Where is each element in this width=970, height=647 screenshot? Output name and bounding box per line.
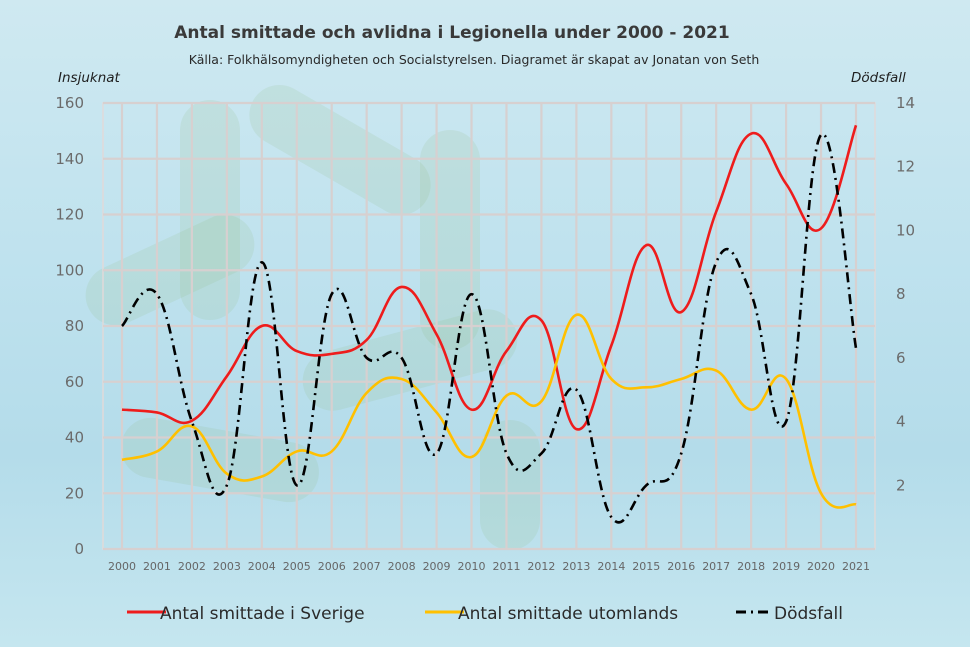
- x-tick-label: 2011: [492, 560, 520, 573]
- y-left-tick-label: 0: [74, 540, 84, 558]
- series-line-utomlands: [121, 313, 857, 509]
- y-left-tick-label: 120: [55, 206, 84, 224]
- y-axis-left-ticks: 0 20 40 60 80 100 120 140 160: [55, 94, 84, 558]
- x-tick-label: 2007: [353, 560, 381, 573]
- y-left-tick-label: 60: [65, 373, 84, 391]
- x-tick-label: 2016: [667, 560, 695, 573]
- y-axis-right-ticks: 2 4 6 8 10 12 14: [896, 94, 915, 494]
- y-left-tick-label: 160: [55, 94, 84, 112]
- series-line-dodsfall: [120, 133, 858, 524]
- y-left-tick-label: 40: [65, 429, 84, 447]
- x-tick-label: 2005: [283, 560, 311, 573]
- x-tick-label: 2020: [807, 560, 835, 573]
- y-left-tick-label: 100: [55, 261, 84, 279]
- y-right-tick-label: 14: [896, 94, 915, 112]
- legend-label-utomlands: Antal smittade utomlands: [458, 604, 678, 624]
- y-right-tick-label: 10: [896, 221, 915, 239]
- x-tick-label: 2014: [597, 560, 625, 573]
- y-right-tick-label: 12: [896, 158, 915, 176]
- x-tick-label: 2019: [772, 560, 800, 573]
- chart-subtitle: Källa: Folkhälsomyndigheten och Socialst…: [189, 52, 760, 67]
- x-tick-label: 2010: [458, 560, 486, 573]
- x-tick-label: 2004: [248, 560, 276, 573]
- series-line-sverige: [121, 124, 858, 431]
- y-right-tick-label: 6: [896, 349, 906, 367]
- y-axis-right-title: Dödsfall: [851, 70, 906, 86]
- chart-title: Antal smittade och avlidna i Legionella …: [174, 23, 729, 43]
- x-axis-ticks: 2000 2001 2002 2003 2004 2005 2006 2007 2008 2009…: [108, 560, 870, 573]
- x-tick-label: 2003: [213, 560, 241, 573]
- x-tick-label: 2017: [702, 560, 730, 573]
- y-left-tick-label: 80: [65, 317, 84, 335]
- x-tick-label: 2002: [178, 560, 206, 573]
- x-tick-label: 2001: [143, 560, 171, 573]
- x-tick-label: 2013: [562, 560, 590, 573]
- y-left-tick-label: 20: [65, 484, 84, 502]
- y-axis-left-title: Insjuknat: [58, 70, 121, 86]
- gridlines: [103, 101, 875, 551]
- x-tick-label: 2009: [423, 560, 451, 573]
- y-right-tick-label: 2: [896, 476, 906, 494]
- x-tick-label: 2012: [527, 560, 555, 573]
- x-tick-label: 2008: [388, 560, 416, 573]
- x-tick-label: 2000: [108, 560, 136, 573]
- legend-label-dodsfall: Dödsfall: [774, 604, 843, 624]
- series-lines: [120, 124, 858, 524]
- x-tick-label: 2015: [632, 560, 660, 573]
- y-right-tick-label: 4: [896, 413, 906, 431]
- x-tick-label: 2018: [737, 560, 765, 573]
- legend-label-sverige: Antal smittade i Sverige: [160, 604, 365, 624]
- background-decoration: [85, 85, 540, 550]
- y-right-tick-label: 8: [896, 285, 906, 303]
- y-left-tick-label: 140: [55, 150, 84, 168]
- x-tick-label: 2006: [318, 560, 346, 573]
- x-tick-label: 2021: [842, 560, 870, 573]
- legend: Antal smittade i Sverige Antal smittade …: [127, 604, 843, 624]
